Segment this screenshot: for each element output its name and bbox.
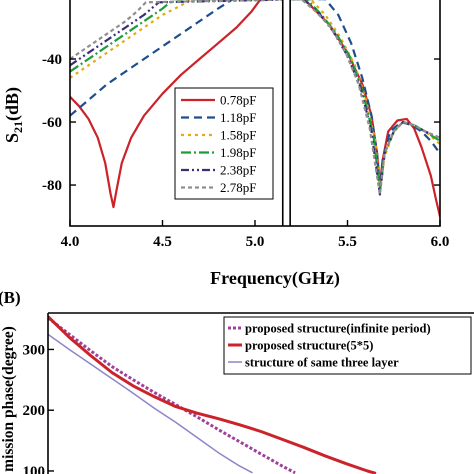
chart-b-legend-label-0: proposed structure(infinite period) — [245, 322, 431, 336]
chart-a-legend-label-3: 1.98pF — [220, 145, 256, 160]
chart-b-series-line-2 — [48, 333, 253, 474]
chart-a-legend-label-4: 2.38pF — [220, 163, 256, 178]
chart-a-break-gap — [281, 0, 292, 226]
chart-a-series-line-3 — [70, 0, 440, 193]
chart-a-series-line-0 — [70, 0, 440, 217]
chart-b-y-tick-label-1: 200 — [23, 403, 46, 419]
chart-b-y-axis-label: mission phase(degree) — [0, 326, 17, 472]
chart-a-legend-box — [174, 87, 274, 200]
chart-a-x-tick-label-4: 6.0 — [431, 234, 450, 250]
chart-a-y-tick-label-0: -40 — [42, 52, 62, 68]
chart-a-y-tick-label-2: -80 — [42, 178, 62, 194]
chart-b: 300 200 100 mission phase(degree) proposed s… — [0, 312, 474, 474]
chart-b-legend-label-2: structure of same three layer — [245, 356, 399, 370]
chart-a-x-tick-label-3: 5.5 — [338, 234, 357, 250]
chart-a-legend-label-5: 2.78pF — [220, 180, 256, 195]
chart-a-x-axis-label: Frequency(GHz) — [210, 268, 340, 289]
chart-b-plot-area — [48, 315, 377, 474]
chart-a-x-tick-label-1: 4.5 — [153, 234, 172, 250]
chart-a-legend-label-2: 1.58pF — [220, 128, 256, 143]
chart-a-x-tick-label-2: 5.0 — [246, 234, 265, 250]
chart-a-x-tick-label-0: 4.0 — [61, 234, 80, 250]
chart-a: 4.0 4.5 5.0 5.5 6.0-40-60-80Frequency(GHz)S2… — [2, 0, 449, 289]
chart-a-legend-label-1: 1.18pF — [220, 110, 256, 125]
chart-b-legend-box — [223, 316, 472, 375]
chart-b-legend-label-1: proposed structure(5*5) — [245, 339, 373, 353]
chart-a-y-tick-label-1: -60 — [42, 115, 62, 131]
panel-b-tag: (B) — [0, 288, 21, 307]
chart-a-y-axis-label: S21(dB) — [2, 87, 25, 143]
chart-b-y-tick-label-0: 300 — [23, 342, 46, 358]
chart-a-series-line-4 — [70, 0, 440, 196]
chart-a-y-axis-label-sub: 21 — [11, 121, 25, 133]
chart-a-plot-area — [70, 0, 440, 217]
chart-a-y-axis-label-unit: (dB) — [2, 87, 23, 121]
chart-b-y-tick-label-2: 100 — [23, 464, 46, 474]
chart-a-legend-label-0: 0.78pF — [220, 93, 256, 108]
chart-b-series-line-1 — [48, 315, 377, 474]
chart-a-y-axis-label-main: S — [2, 133, 22, 143]
